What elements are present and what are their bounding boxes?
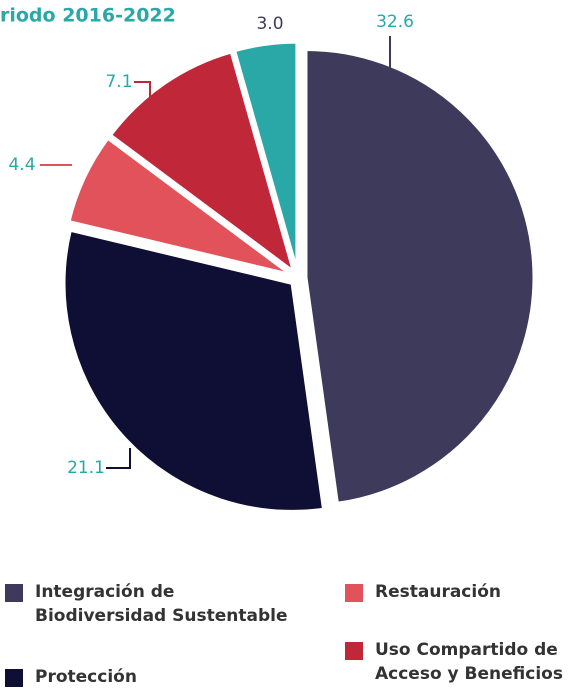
legend-swatch <box>345 642 363 660</box>
legend-swatch <box>5 669 23 687</box>
pie-slice <box>67 136 292 277</box>
pie-slice <box>304 47 536 505</box>
leader-line <box>106 448 131 469</box>
legend-label: Restauración <box>375 582 501 602</box>
data-label: 7.1 <box>105 72 132 92</box>
legend-swatch <box>5 584 23 602</box>
leader-line <box>134 81 151 104</box>
legend-item: Integración de Biodiversidad Sustentable <box>5 580 305 628</box>
pie-slice <box>62 228 326 513</box>
chart-title: riodo 2016-2022 <box>0 5 176 27</box>
legend-item: Uso Compartido de Acceso y Beneficios <box>345 638 575 686</box>
pie-slice <box>108 50 297 276</box>
legend-item: Restauración <box>345 580 575 604</box>
data-label: 3.0 <box>256 14 283 34</box>
legend-label: Protección <box>35 667 137 687</box>
data-label: 32.6 <box>376 12 414 32</box>
legend-swatch <box>345 584 363 602</box>
legend-label: Uso Compartido de Acceso y Beneficios <box>375 640 563 684</box>
legend-label: Integración de Biodiversidad Sustentable <box>35 582 288 626</box>
pie-slice <box>232 40 299 271</box>
data-label: 4.4 <box>8 155 35 175</box>
data-label: 21.1 <box>67 458 105 478</box>
legend-item: Protección <box>5 665 305 689</box>
